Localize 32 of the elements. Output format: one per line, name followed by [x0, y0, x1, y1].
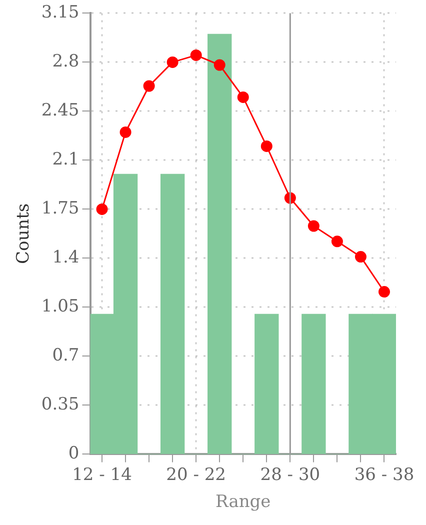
point — [143, 80, 155, 92]
y-axis-title: Counts — [14, 203, 34, 264]
y-tick-label: 2.1 — [52, 150, 80, 170]
point — [354, 251, 366, 263]
bar — [160, 174, 185, 454]
y-tick-label: 1.4 — [52, 248, 80, 268]
y-tick-label: 1.05 — [41, 296, 80, 317]
x-tick-label: 28 - 30 — [260, 464, 320, 485]
point — [308, 220, 320, 232]
point — [331, 236, 343, 248]
point — [237, 91, 249, 103]
point — [96, 203, 108, 215]
x-tick-label: 12 - 14 — [72, 464, 132, 485]
y-tick-label: 3.15 — [41, 2, 80, 23]
y-tick-label: 1.75 — [41, 198, 80, 219]
x-tick-label: 36 - 38 — [354, 464, 414, 485]
y-tick-label: 0.7 — [52, 346, 80, 366]
point — [120, 126, 132, 138]
x-tick-label: 20 - 22 — [166, 464, 226, 485]
y-tick-label: 2.45 — [41, 100, 80, 121]
point — [378, 286, 390, 298]
y-tick-label: 0.35 — [41, 394, 80, 415]
bar — [208, 34, 232, 454]
bar — [254, 314, 279, 454]
y-tick-label: 2.8 — [52, 52, 80, 72]
point — [166, 56, 178, 68]
bar — [302, 314, 326, 454]
point — [260, 140, 272, 152]
point — [190, 49, 202, 61]
y-tick-label: 0 — [68, 444, 80, 464]
x-axis-title: Range — [216, 492, 271, 512]
point — [214, 59, 226, 71]
